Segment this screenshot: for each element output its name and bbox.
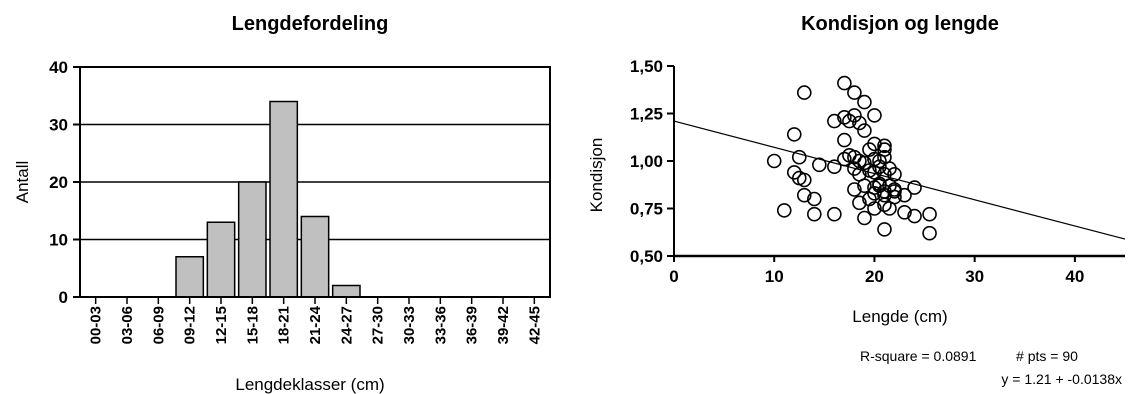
- scatter-x-tick-label: 40: [1065, 267, 1084, 286]
- scatter-x-ticks: 0 10 20 30 40: [669, 256, 1084, 286]
- histogram-bar: [206, 221, 236, 298]
- histogram-y-ticks: 0 10 20 30 40: [49, 58, 80, 307]
- histogram-bar: [269, 100, 299, 298]
- scatter-x-tick-label: 30: [965, 267, 984, 286]
- scatter-point: [827, 159, 842, 174]
- scatter-point: [852, 195, 867, 211]
- histogram-title: Lengdefordeling: [232, 13, 389, 35]
- scatter-x-tick-label: 20: [865, 267, 884, 286]
- histogram-x-tick-label: 00-03: [88, 306, 105, 344]
- scatter-point: [872, 178, 887, 193]
- histogram-x-tick-label: 30-33: [401, 306, 418, 344]
- scatter-point: [857, 210, 872, 226]
- histogram-x-tick-label: 42-45: [526, 306, 543, 344]
- scatter-point: [922, 225, 937, 241]
- histogram-x-tick-label: 39-42: [495, 306, 512, 344]
- scatter-y-ticks: 0,50 0,75 1,00 1,25 1,50: [630, 57, 674, 266]
- histogram-x-tick-label: 06-09: [150, 306, 167, 344]
- scatter-axes: [673, 66, 1125, 258]
- scatter-point: [842, 113, 857, 129]
- regression-equation: y = 1.21 + -0.0138x: [1001, 371, 1122, 387]
- scatter-y-tick-label: 1,25: [630, 105, 663, 124]
- histogram-bar: [300, 215, 330, 298]
- scatter-point: [867, 201, 882, 216]
- regression-line-group: [673, 120, 1126, 240]
- scatter-point: [922, 206, 937, 222]
- scatter-point: [877, 222, 892, 237]
- scatter-points: [766, 75, 937, 241]
- scatter-point: [867, 108, 882, 123]
- histogram-y-tick-label: 10: [49, 231, 68, 250]
- scatter-point: [897, 205, 912, 220]
- scatter-point: [786, 127, 802, 142]
- scatter-point: [796, 187, 812, 203]
- scatter-point: [857, 94, 872, 110]
- histogram-bars: [175, 100, 361, 298]
- histogram-bar: [331, 284, 361, 298]
- histogram-x-axis-label: Lengdeklasser (cm): [235, 375, 384, 394]
- scatter-point: [827, 206, 842, 222]
- scatter-y-tick-label: 1,50: [630, 57, 663, 76]
- scatter-point: [907, 180, 922, 195]
- scatter-point: [837, 110, 852, 125]
- histogram-x-tick-label: 03-06: [119, 306, 136, 344]
- scatter-x-tick-label: 10: [765, 267, 784, 286]
- histogram-y-tick-label: 30: [49, 116, 68, 135]
- scatter-point: [807, 191, 822, 207]
- scatter-x-tick-label: 0: [669, 267, 678, 286]
- scatter-point: [766, 153, 782, 169]
- scatter-point: [877, 197, 892, 212]
- scatter-point: [837, 132, 852, 148]
- scatter-point: [791, 149, 807, 165]
- scatter-point: [796, 172, 812, 188]
- scatter-chart: Kondisjon og lengde 0,50 0,75 1,00 1,25 1,50…: [587, 13, 1126, 387]
- scatter-point: [847, 85, 862, 100]
- histogram-x-tick-label: 33-36: [432, 306, 449, 344]
- scatter-point: [877, 138, 892, 154]
- scatter-point: [907, 208, 922, 224]
- scatter-point: [852, 115, 867, 131]
- scatter-point: [837, 151, 852, 167]
- scatter-point: [867, 186, 882, 201]
- histogram-x-tick-label: 36-39: [464, 306, 481, 344]
- histogram-x-tick-label: 12-15: [213, 306, 230, 344]
- scatter-point: [827, 113, 842, 129]
- histogram-x-tick-label: 24-27: [338, 306, 355, 344]
- histogram-chart: Lengdefordeling 0 10 20 30 40 00-03 03-06 06-0…: [13, 13, 551, 394]
- scatter-point: [847, 182, 862, 197]
- histogram-x-tick-label: 09-12: [182, 306, 199, 344]
- points-count-stat: # pts = 90: [1016, 348, 1078, 364]
- histogram-y-tick-label: 0: [59, 288, 68, 307]
- scatter-point: [776, 203, 792, 218]
- scatter-point: [882, 201, 897, 216]
- scatter-point: [857, 123, 872, 138]
- regression-line: [673, 120, 1126, 240]
- histogram-x-tick-label: 21-24: [307, 305, 324, 344]
- histogram-bar: [237, 181, 267, 298]
- histogram-y-axis-label: Antall: [13, 161, 32, 204]
- scatter-y-tick-label: 0,75: [630, 200, 663, 219]
- scatter-point: [807, 206, 822, 222]
- scatter-y-tick-label: 1,00: [630, 152, 663, 171]
- histogram-x-tick-label: 27-30: [370, 306, 387, 344]
- scatter-point: [837, 75, 852, 91]
- histogram-bar: [175, 256, 205, 298]
- histogram-y-tick-label: 40: [49, 58, 68, 77]
- histogram-x-ticks: 00-03 03-06 06-09 09-12 12-15 15-18 18-21 21-24…: [88, 297, 543, 344]
- scatter-y-axis-label: Kondisjon: [587, 138, 606, 213]
- scatter-point: [887, 182, 902, 197]
- histogram-y-tick-label: 20: [49, 173, 68, 192]
- histogram-x-tick-label: 18-21: [276, 306, 293, 344]
- scatter-point: [796, 85, 812, 100]
- r-square-stat: R-square = 0.0891: [860, 348, 977, 364]
- scatter-point: [812, 157, 827, 173]
- scatter-x-axis-label: Lengde (cm): [852, 307, 947, 326]
- scatter-y-tick-label: 0,50: [630, 247, 663, 266]
- histogram-x-tick-label: 15-18: [244, 306, 261, 344]
- scatter-title: Kondisjon og lengde: [801, 13, 999, 35]
- scatter-point: [857, 178, 872, 193]
